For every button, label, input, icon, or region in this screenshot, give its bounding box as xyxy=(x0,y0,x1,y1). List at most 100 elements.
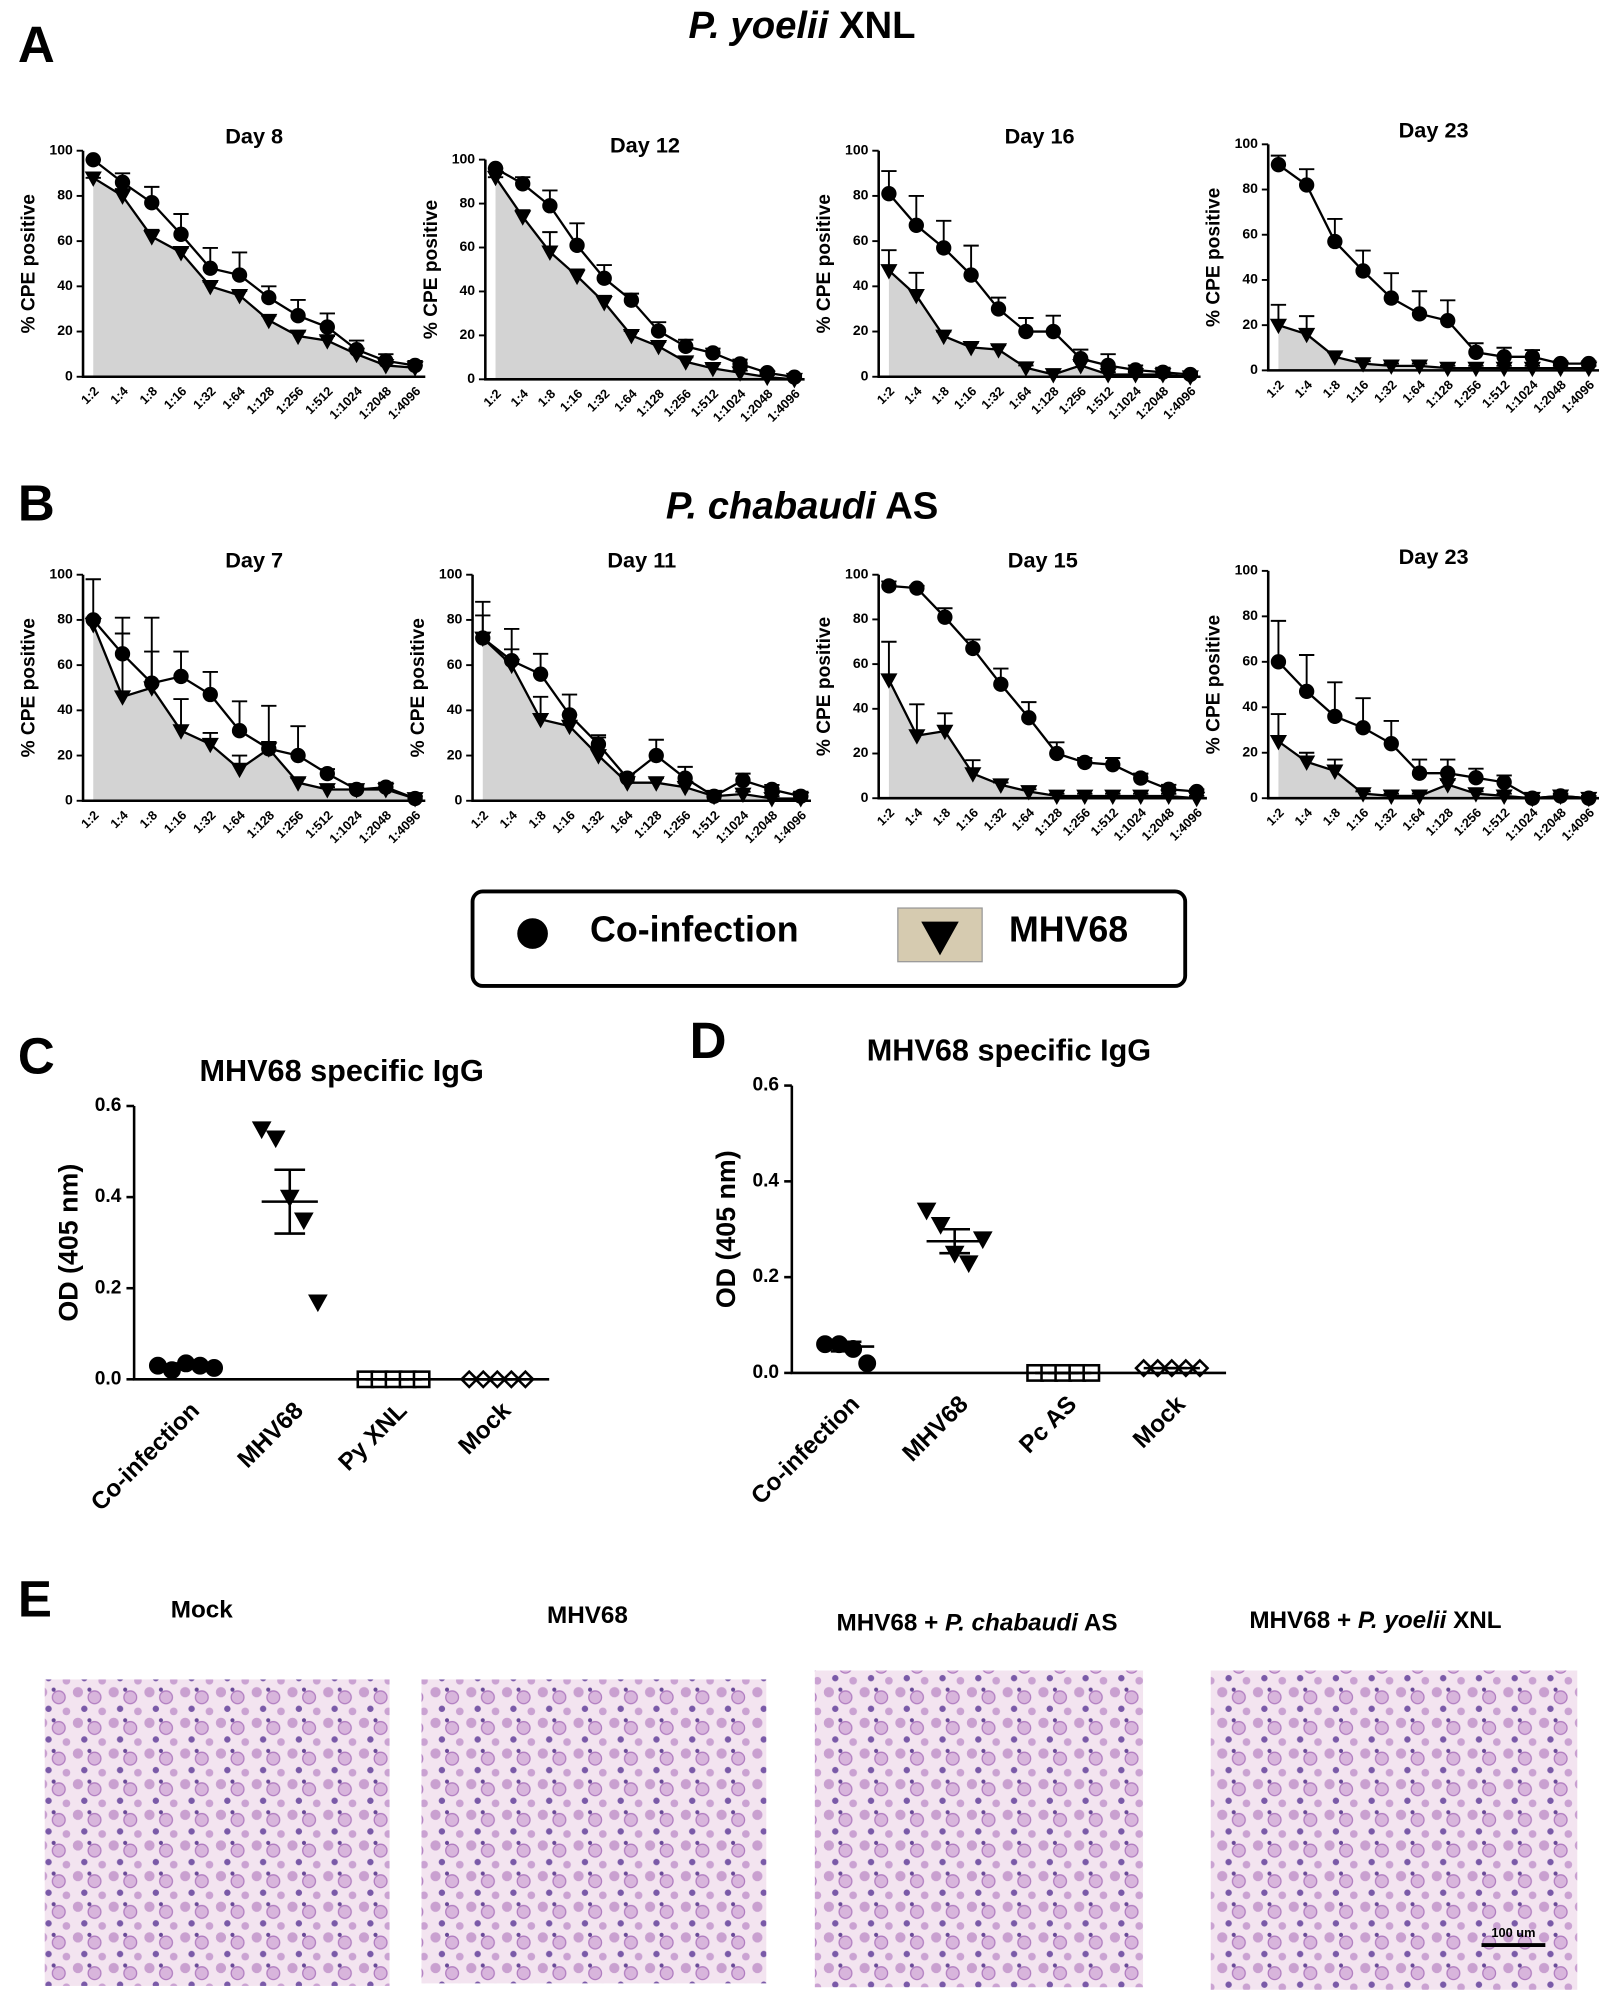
marker xyxy=(1133,770,1149,786)
x-tick-label: Co-infection xyxy=(86,1397,205,1516)
heading-part: XNL xyxy=(828,4,915,47)
marker xyxy=(1439,361,1457,378)
y-tick-label: 60 xyxy=(1242,225,1258,241)
marker xyxy=(1410,359,1429,375)
y-tick-label: 0.0 xyxy=(752,1362,779,1383)
marker xyxy=(908,729,926,745)
x-tick-label: 1:256 xyxy=(1059,805,1093,839)
x-tick-label: 1:256 xyxy=(660,807,694,841)
axes xyxy=(81,574,426,803)
marker xyxy=(618,776,636,792)
x-tick-label: 1:2 xyxy=(78,807,102,831)
x-tick-label: 1:256 xyxy=(273,807,307,841)
x-tick-label: 1:8 xyxy=(930,805,954,829)
y-tick-label: 40 xyxy=(1242,271,1258,287)
marker xyxy=(1298,177,1315,193)
y-tick-label: 20 xyxy=(1242,316,1258,332)
sem-bar xyxy=(830,1340,862,1353)
marker xyxy=(993,676,1009,692)
legend-label: MHV68 xyxy=(1009,910,1128,950)
marker xyxy=(1354,787,1372,803)
y-tick-label: 40 xyxy=(853,277,869,293)
area xyxy=(482,638,801,801)
marker xyxy=(1467,787,1485,803)
y-tick-label: 40 xyxy=(853,700,869,716)
y-tick-label: 0.6 xyxy=(95,1095,122,1116)
marker xyxy=(486,170,505,187)
y-tick-label: 40 xyxy=(447,701,463,717)
marker xyxy=(1105,757,1121,773)
marker xyxy=(1382,789,1400,805)
marker xyxy=(143,230,161,246)
y-tick-label: 0.2 xyxy=(95,1277,122,1298)
marker xyxy=(881,578,897,594)
marker xyxy=(143,681,161,697)
marker xyxy=(1017,361,1035,377)
marker xyxy=(880,264,898,280)
marker xyxy=(202,686,218,703)
x-tick-label: 1:4096 xyxy=(770,807,809,846)
x-tick-label: 1:4096 xyxy=(1558,377,1597,416)
y-tick-label: 80 xyxy=(57,611,73,627)
y-tick-label: 80 xyxy=(853,610,869,626)
marker xyxy=(231,723,248,739)
marker xyxy=(589,749,607,765)
x-tick-label: 1:4 xyxy=(107,807,131,831)
marker xyxy=(1099,368,1117,384)
panel-label: E xyxy=(18,1570,52,1627)
x-tick-label: 1:128 xyxy=(633,386,667,420)
marker xyxy=(705,345,721,361)
y-tick-label: 60 xyxy=(853,655,869,671)
sem-bar xyxy=(274,1168,306,1235)
marker xyxy=(916,1202,937,1221)
marker xyxy=(261,289,277,306)
axes xyxy=(1266,570,1599,800)
legend-label: Co-infection xyxy=(590,910,799,950)
marker xyxy=(113,189,132,205)
x-tick-label: 1:2 xyxy=(467,807,491,831)
axes xyxy=(81,150,426,379)
y-tick-label: 100 xyxy=(49,565,73,581)
marker xyxy=(377,359,395,375)
y-tick-label: 100 xyxy=(845,565,869,581)
chart-title: Day 11 xyxy=(607,548,676,573)
marker xyxy=(230,288,249,305)
y-tick-label: 40 xyxy=(1242,698,1258,714)
marker xyxy=(1355,720,1371,736)
marker xyxy=(514,210,532,226)
x-tick-label: 1:16 xyxy=(1343,805,1372,834)
sem-bar xyxy=(170,1362,202,1370)
x-tick-label: 1:16 xyxy=(1343,377,1372,406)
marker xyxy=(202,260,218,276)
y-tick-label: 80 xyxy=(57,187,73,203)
marker xyxy=(348,347,366,364)
marker xyxy=(1383,290,1399,306)
y-axis-label: OD (405 nm) xyxy=(711,1150,741,1308)
marker xyxy=(962,340,980,357)
marker xyxy=(595,296,613,312)
marker xyxy=(517,918,548,949)
marker xyxy=(290,308,306,324)
marker xyxy=(1076,789,1094,805)
series-line xyxy=(481,637,801,800)
marker xyxy=(532,713,550,729)
y-tick-label: 100 xyxy=(1235,562,1259,578)
marker xyxy=(1523,361,1541,378)
y-tick-label: 60 xyxy=(460,238,476,254)
y-tick-label: 0 xyxy=(65,367,73,383)
marker xyxy=(265,1130,286,1149)
error-bar xyxy=(114,632,131,697)
marker xyxy=(251,1121,272,1140)
x-tick-label: 1:32 xyxy=(980,805,1009,834)
x-tick-label: 1:16 xyxy=(951,383,980,412)
y-tick-label: 0 xyxy=(861,367,869,383)
y-tick-label: 80 xyxy=(460,194,476,210)
marker xyxy=(1580,361,1598,378)
marker xyxy=(474,631,492,648)
marker xyxy=(515,176,531,192)
area xyxy=(888,679,1197,799)
marker xyxy=(84,171,102,187)
marker xyxy=(201,737,219,754)
y-tick-label: 0.0 xyxy=(95,1368,122,1389)
